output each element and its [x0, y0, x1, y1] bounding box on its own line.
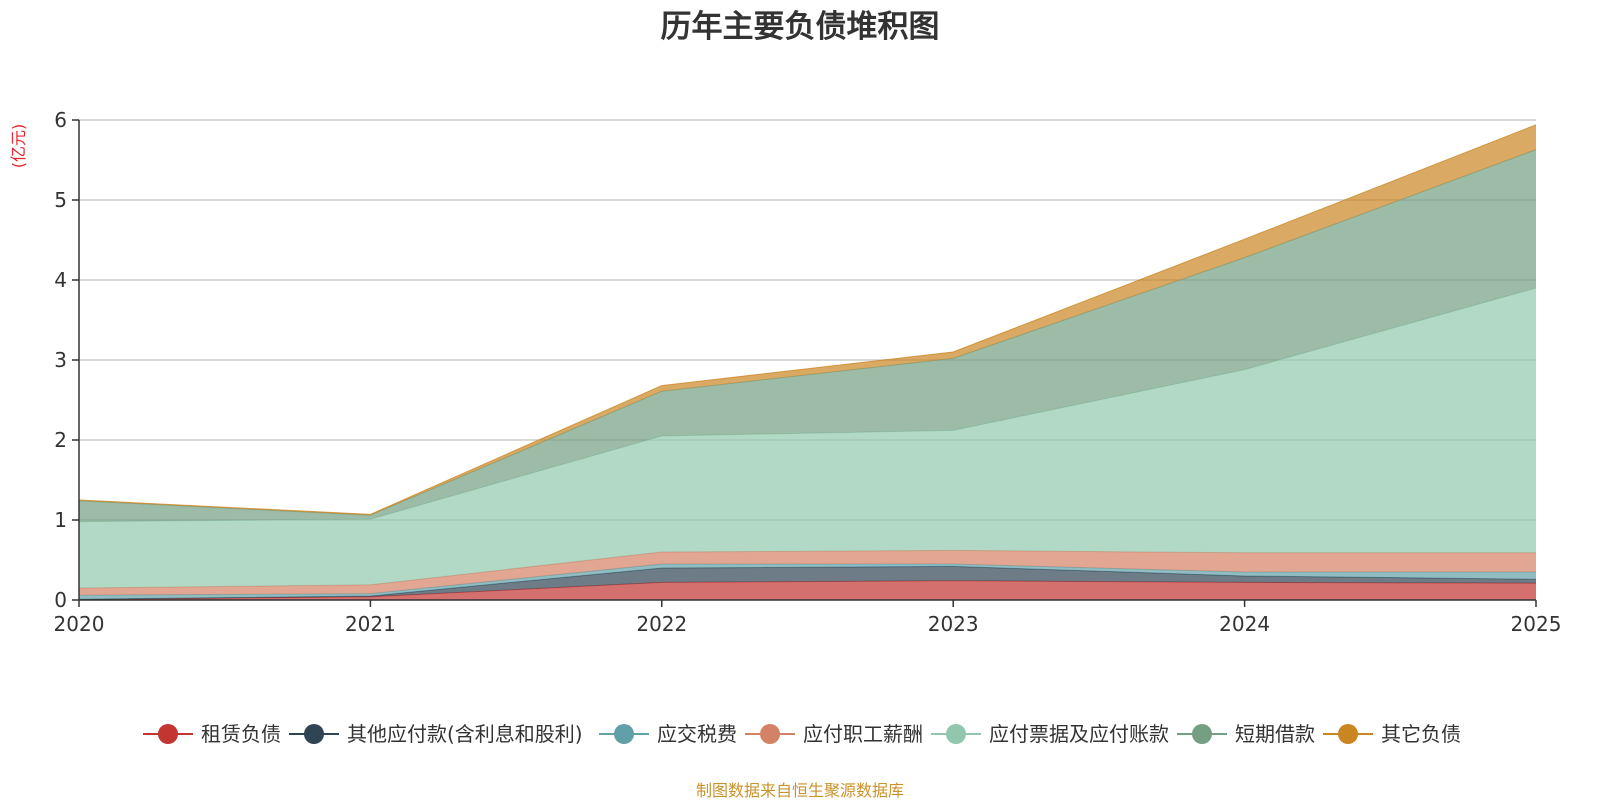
legend-item-3[interactable]: 应付职工薪酬 — [745, 722, 923, 746]
legend-label: 短期借款 — [1235, 722, 1315, 746]
chart-title: 历年主要负债堆积图 — [661, 9, 940, 45]
area-series-4 — [79, 288, 1536, 588]
legend-circle-icon — [158, 724, 178, 744]
legend-circle-icon — [946, 724, 966, 744]
y-tick-label: 3 — [54, 348, 67, 372]
y-tick-label: 5 — [54, 188, 67, 212]
y-tick-label: 0 — [54, 588, 67, 612]
source-note: 制图数据来自恒生聚源数据库 — [696, 781, 904, 800]
area-series-3 — [79, 550, 1536, 596]
y-tick-label: 1 — [54, 508, 67, 532]
legend-label: 其它负债 — [1381, 722, 1461, 746]
x-tick-label: 2022 — [636, 612, 687, 636]
area-series-1 — [79, 566, 1536, 600]
legend-item-1[interactable]: 其他应付款(含利息和股利) — [289, 722, 583, 746]
legend-item-2[interactable]: 应交税费 — [599, 722, 737, 746]
area-series-line-6 — [78, 124, 1537, 515]
legend-label: 其他应付款(含利息和股利) — [347, 722, 583, 746]
x-tick-label: 2025 — [1511, 612, 1562, 636]
legend: 租赁负债 其他应付款(含利息和股利) 应交税费 应付职工薪酬 应付票据及应付账款 短期借款… — [143, 722, 1461, 746]
area-series — [78, 124, 1537, 601]
legend-item-5[interactable]: 短期借款 — [1177, 722, 1315, 746]
x-tick-label: 2023 — [928, 612, 979, 636]
y-tick-label: 4 — [54, 268, 67, 292]
y-tick-label: 6 — [54, 108, 67, 132]
legend-circle-icon — [304, 724, 324, 744]
legend-label: 应交税费 — [657, 722, 737, 746]
legend-circle-icon — [614, 724, 634, 744]
legend-circle-icon — [1192, 724, 1212, 744]
x-tick-label: 2020 — [54, 612, 105, 636]
y-axis-unit-label: (亿元) — [9, 124, 28, 169]
area-series-2 — [79, 564, 1536, 600]
x-tick-label: 2024 — [1219, 612, 1270, 636]
legend-circle-icon — [1338, 724, 1358, 744]
area-series-5 — [79, 149, 1536, 522]
x-tick-label: 2021 — [345, 612, 396, 636]
legend-label: 租赁负债 — [201, 722, 281, 746]
legend-item-0[interactable]: 租赁负债 — [143, 722, 281, 746]
area-series-0 — [79, 580, 1536, 600]
legend-label: 应付票据及应付账款 — [989, 722, 1169, 746]
legend-item-4[interactable]: 应付票据及应付账款 — [931, 722, 1169, 746]
legend-item-6[interactable]: 其它负债 — [1323, 722, 1461, 746]
legend-label: 应付职工薪酬 — [803, 722, 923, 746]
legend-circle-icon — [760, 724, 780, 744]
y-tick-label: 2 — [54, 428, 67, 452]
axes: 0 1 2 3 4 5 6 2020 2021 2022 2023 2024 2025 — [54, 108, 1562, 636]
